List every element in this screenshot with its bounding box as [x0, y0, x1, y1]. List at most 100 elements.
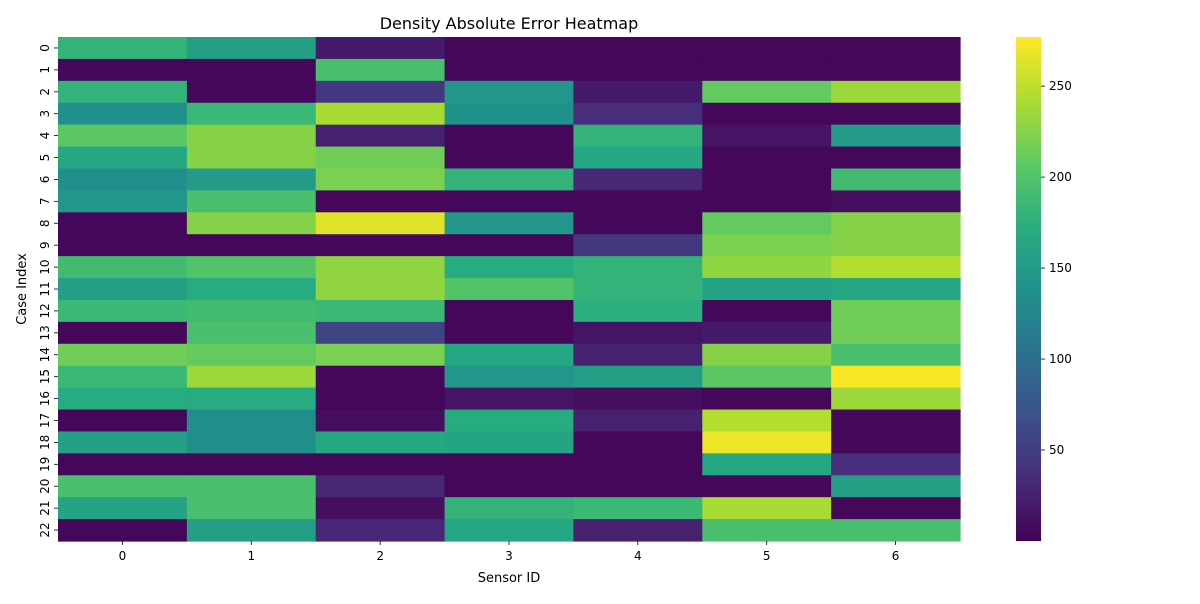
- heatmap-cell: [315, 365, 446, 389]
- heatmap-cell: [831, 299, 961, 323]
- heatmap-cell: [315, 190, 446, 213]
- heatmap-cell: [444, 80, 575, 104]
- y-axis-label: Case Index: [15, 253, 30, 325]
- heatmap-cell: [702, 190, 832, 213]
- heatmap-cell: [702, 212, 832, 235]
- heatmap-cell: [444, 190, 575, 213]
- heatmap-cell: [58, 80, 188, 104]
- heatmap-cell: [186, 124, 317, 148]
- heatmap-cell: [186, 278, 317, 301]
- heatmap-cell: [315, 234, 446, 257]
- y-tick-label: 13: [38, 325, 52, 340]
- heatmap-cell: [186, 146, 317, 170]
- heatmap-cell: [186, 80, 317, 104]
- heatmap-cell: [58, 234, 188, 257]
- x-axis-ticks: 0 1 2 3 4 5 6: [119, 541, 900, 563]
- heatmap-cell: [58, 519, 188, 542]
- y-tick-label: 4: [38, 132, 52, 140]
- heatmap-cell: [186, 409, 317, 433]
- heatmap-cell: [315, 475, 446, 498]
- heatmap-cell: [702, 278, 832, 301]
- heatmap-cell: [702, 431, 832, 454]
- x-tick-label: 1: [247, 549, 255, 563]
- heatmap-cell: [831, 343, 961, 367]
- heatmap-cell: [58, 453, 188, 476]
- heatmap-cell: [702, 453, 832, 476]
- heatmap-cell: [315, 80, 446, 104]
- heatmap-cell: [315, 256, 446, 279]
- heatmap-cell: [315, 146, 446, 170]
- heatmap-cell: [573, 519, 703, 542]
- heatmap-cell: [58, 431, 188, 454]
- heatmap-cell: [831, 146, 961, 170]
- heatmap-cell: [315, 37, 446, 60]
- heatmap-cell: [831, 519, 961, 542]
- heatmap-cell: [315, 387, 446, 411]
- x-tick-label: 0: [119, 549, 127, 563]
- colorbar-tick-label: 150: [1049, 261, 1072, 275]
- heatmap-cell: [702, 256, 832, 279]
- heatmap-cell: [702, 343, 832, 367]
- heatmap-cell: [444, 497, 575, 520]
- heatmap-cell: [444, 37, 575, 60]
- heatmap-cell: [58, 343, 188, 367]
- heatmap-cell: [831, 37, 961, 60]
- heatmap-cell: [573, 409, 703, 433]
- heatmap-cell: [702, 475, 832, 498]
- colorbar-tick-label: 250: [1049, 79, 1072, 93]
- heatmap-cell: [702, 102, 832, 126]
- colorbar-tick-label: 200: [1049, 170, 1072, 184]
- chart-title: Density Absolute Error Heatmap: [380, 14, 639, 33]
- heatmap-cell: [58, 212, 188, 235]
- x-tick-label: 3: [505, 549, 513, 563]
- heatmap-cell: [444, 365, 575, 389]
- heatmap-cell: [444, 519, 575, 542]
- y-tick-label: 17: [38, 413, 52, 428]
- heatmap-cell: [444, 256, 575, 279]
- heatmap-cell: [702, 80, 832, 104]
- heatmap-cell: [315, 58, 446, 82]
- heatmap-cell: [315, 168, 446, 191]
- heatmap-cell: [573, 168, 703, 191]
- heatmap-cell: [831, 431, 961, 454]
- heatmap-cell: [573, 431, 703, 454]
- heatmap-cell: [702, 234, 832, 257]
- heatmap-cell: [186, 519, 317, 542]
- y-tick-label: 1: [38, 66, 52, 74]
- heatmap-cell: [186, 299, 317, 323]
- y-tick-label: 11: [38, 281, 52, 296]
- colorbar-ticks: 50 100 150 200 250: [1041, 79, 1072, 457]
- heatmap-cells: [58, 37, 961, 542]
- heatmap-cell: [186, 58, 317, 82]
- x-tick-label: 4: [634, 549, 642, 563]
- heatmap-cell: [186, 475, 317, 498]
- y-tick-label: 15: [38, 369, 52, 384]
- heatmap-cell: [444, 343, 575, 367]
- heatmap-cell: [573, 102, 703, 126]
- heatmap-cell: [831, 365, 961, 389]
- heatmap-cell: [315, 409, 446, 433]
- heatmap-cell: [58, 58, 188, 82]
- heatmap-cell: [831, 168, 961, 191]
- y-tick-label: 16: [38, 391, 52, 406]
- y-tick-label: 22: [38, 522, 52, 537]
- heatmap-cell: [58, 278, 188, 301]
- y-tick-label: 0: [38, 44, 52, 52]
- heatmap-cell: [573, 234, 703, 257]
- heatmap-cell: [186, 365, 317, 389]
- heatmap-cell: [573, 475, 703, 498]
- heatmap-cell: [702, 519, 832, 542]
- heatmap-cell: [573, 146, 703, 170]
- heatmap-cell: [444, 102, 575, 126]
- x-tick-label: 5: [763, 549, 771, 563]
- heatmap-cell: [831, 497, 961, 520]
- heatmap-cell: [58, 37, 188, 60]
- heatmap-cell: [186, 168, 317, 191]
- x-tick-label: 2: [376, 549, 384, 563]
- heatmap-cell: [831, 409, 961, 433]
- heatmap-cell: [573, 190, 703, 213]
- heatmap-cell: [573, 453, 703, 476]
- x-tick-label: 6: [892, 549, 900, 563]
- heatmap-cell: [58, 321, 188, 345]
